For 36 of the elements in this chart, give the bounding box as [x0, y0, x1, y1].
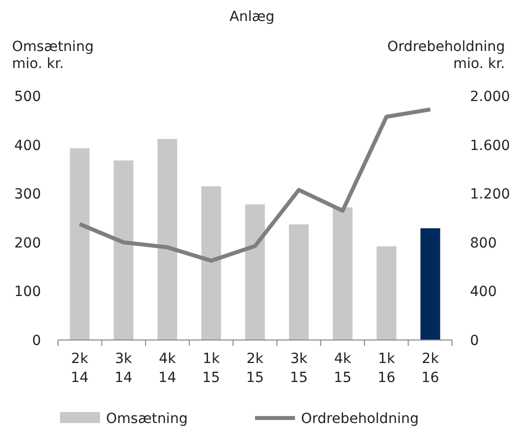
bar [114, 160, 134, 340]
y-tick-label: 300 [14, 186, 41, 203]
legend-label: Omsætning [106, 411, 188, 427]
y-tick-label: 400 [14, 138, 41, 154]
y2-axis-title: Ordrebeholdning mio. kr. [387, 39, 505, 72]
bar [288, 224, 309, 340]
y-axis-title: Omsætning mio. kr. [12, 39, 94, 72]
x-tick-label: 4k 15 [334, 351, 352, 386]
bar [420, 228, 440, 340]
bar [376, 246, 396, 340]
y2-tick-label: 0 [470, 333, 479, 349]
line-series [78, 107, 432, 263]
chart-title: Anlæg [230, 9, 274, 25]
y-tick-label: 500 [14, 89, 41, 105]
x-tick-label: 2k 14 [70, 351, 90, 386]
y2-tick-label: 400 [470, 284, 497, 300]
x-tick-label: 2k 15 [246, 351, 264, 386]
x-tick-label: 3k 14 [114, 351, 133, 386]
y2-tick-label: 800 [470, 235, 497, 252]
y2-tick-label: 1.200 [470, 186, 510, 203]
y2-tick-label: 1.600 [470, 138, 510, 154]
y-tick-label: 0 [32, 333, 41, 349]
x-tick-label: 2k 16 [421, 351, 440, 386]
bar [245, 204, 265, 340]
bar [332, 207, 353, 340]
y-tick-label: 100 [14, 284, 41, 300]
x-tick-label: 1k 15 [202, 351, 221, 386]
y-tick-label: 200 [14, 235, 41, 252]
x-tick-label: 4k 14 [158, 351, 177, 386]
x-tick-label: 3k 15 [290, 351, 308, 386]
bar [157, 138, 178, 340]
legend-label: Ordrebeholdning [301, 411, 419, 427]
bar [70, 148, 90, 340]
bar [201, 186, 222, 340]
y2-tick-label: 2.000 [470, 89, 510, 105]
x-tick-label: 1k 16 [378, 351, 396, 386]
